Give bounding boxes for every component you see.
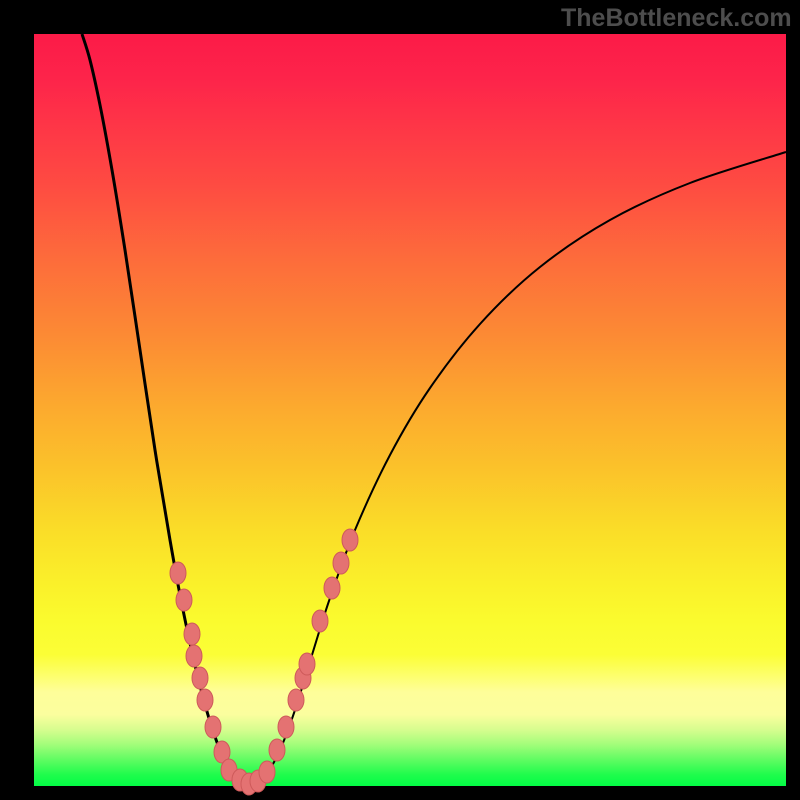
data-point-marker — [288, 689, 304, 711]
data-point-marker — [269, 739, 285, 761]
data-point-marker — [192, 667, 208, 689]
data-point-markers — [170, 529, 358, 795]
data-point-marker — [278, 716, 294, 738]
data-point-marker — [205, 716, 221, 738]
data-point-marker — [184, 623, 200, 645]
chart-frame: TheBottleneck.com — [0, 0, 800, 800]
data-point-marker — [176, 589, 192, 611]
data-point-marker — [170, 562, 186, 584]
data-point-marker — [312, 610, 328, 632]
data-point-marker — [197, 689, 213, 711]
bottleneck-curve-chart — [0, 0, 800, 800]
attribution-label: TheBottleneck.com — [561, 4, 792, 33]
data-point-marker — [299, 653, 315, 675]
data-point-marker — [324, 577, 340, 599]
curve-right-branch — [248, 152, 786, 785]
data-point-marker — [186, 645, 202, 667]
curve-left-branch — [82, 34, 248, 785]
data-point-marker — [333, 552, 349, 574]
data-point-marker — [342, 529, 358, 551]
data-point-marker — [259, 761, 275, 783]
